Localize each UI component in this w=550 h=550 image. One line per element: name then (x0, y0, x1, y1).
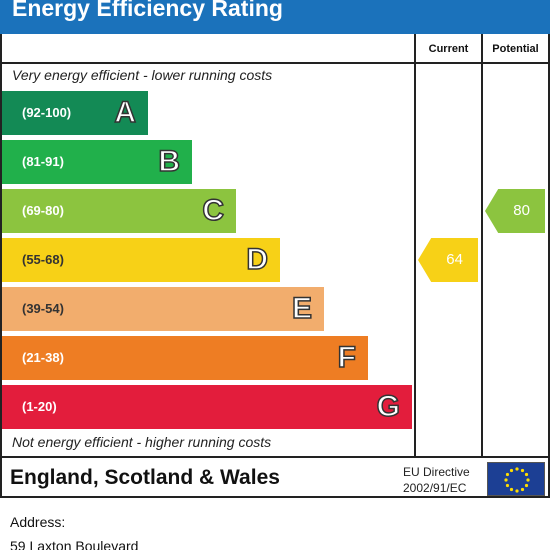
current-column-header: Current (428, 43, 469, 55)
potential-column-header: Potential (492, 43, 539, 55)
eu-star (505, 472, 510, 477)
band-letter-label: C (202, 193, 225, 228)
potential-rating-value: 80 (513, 202, 530, 219)
eu-directive-line1: EU Directive (403, 465, 470, 479)
band-letter-label: B (158, 144, 181, 179)
rating-band-f: (21-38) F (2, 336, 368, 380)
band-range-label: (55-68) (22, 252, 64, 267)
band-range-label: (81-91) (22, 154, 64, 169)
eu-star (515, 467, 519, 471)
eu-flag-icon (487, 462, 545, 496)
band-range-label: (1-20) (22, 399, 57, 414)
eu-star (520, 487, 525, 492)
band-range-label: (69-80) (22, 203, 64, 218)
rating-band-e: (39-54) E (2, 287, 324, 331)
chart-title: Energy Efficiency Rating (12, 0, 283, 21)
band-range-label: (39-54) (22, 301, 64, 316)
band-letter-label: A (114, 95, 137, 130)
rating-frame (0, 34, 550, 498)
bottom-caption: Not energy efficient - higher running co… (12, 434, 272, 450)
region-label: England, Scotland & Wales (10, 466, 280, 489)
potential-rating-arrow: 80 (485, 189, 545, 233)
band-range-label: (92-100) (22, 105, 72, 120)
rating-band-a: (92-100) A (2, 91, 148, 135)
rating-band-d: (55-68) D (2, 238, 280, 282)
eu-star (515, 489, 519, 493)
band-letter-label: G (376, 389, 401, 424)
eu-stars (504, 467, 530, 493)
eu-directive-line2: 2002/91/EC (403, 481, 467, 495)
eu-star (520, 468, 525, 473)
eu-star (526, 478, 530, 482)
eu-directive-text: EU Directive 2002/91/EC (403, 464, 483, 496)
band-letter-label: E (291, 291, 313, 326)
title-bar: Energy Efficiency Rating (0, 0, 550, 34)
potential-column-divider (481, 34, 483, 456)
address-label: Address: (10, 514, 66, 530)
current-column-divider (414, 34, 416, 456)
band-letter-label: D (246, 242, 269, 277)
header-divider (0, 62, 550, 64)
current-rating-arrow: 64 (418, 238, 478, 282)
band-letter-label: F (337, 340, 357, 375)
eu-star (504, 478, 508, 482)
eu-star (524, 483, 529, 488)
eu-star (524, 472, 529, 477)
eu-star (509, 487, 514, 492)
rating-band-g: (1-20) G (2, 385, 412, 429)
footer-divider (0, 456, 550, 458)
current-rating-value: 64 (446, 251, 463, 268)
address-value: 59 Laxton Boulevard (10, 538, 139, 550)
band-range-label: (21-38) (22, 350, 64, 365)
rating-band-c: (69-80) C (2, 189, 236, 233)
top-caption: Very energy efficient - lower running co… (12, 67, 273, 83)
eu-star (505, 483, 510, 488)
rating-band-b: (81-91) B (2, 140, 192, 184)
eu-star (509, 468, 514, 473)
